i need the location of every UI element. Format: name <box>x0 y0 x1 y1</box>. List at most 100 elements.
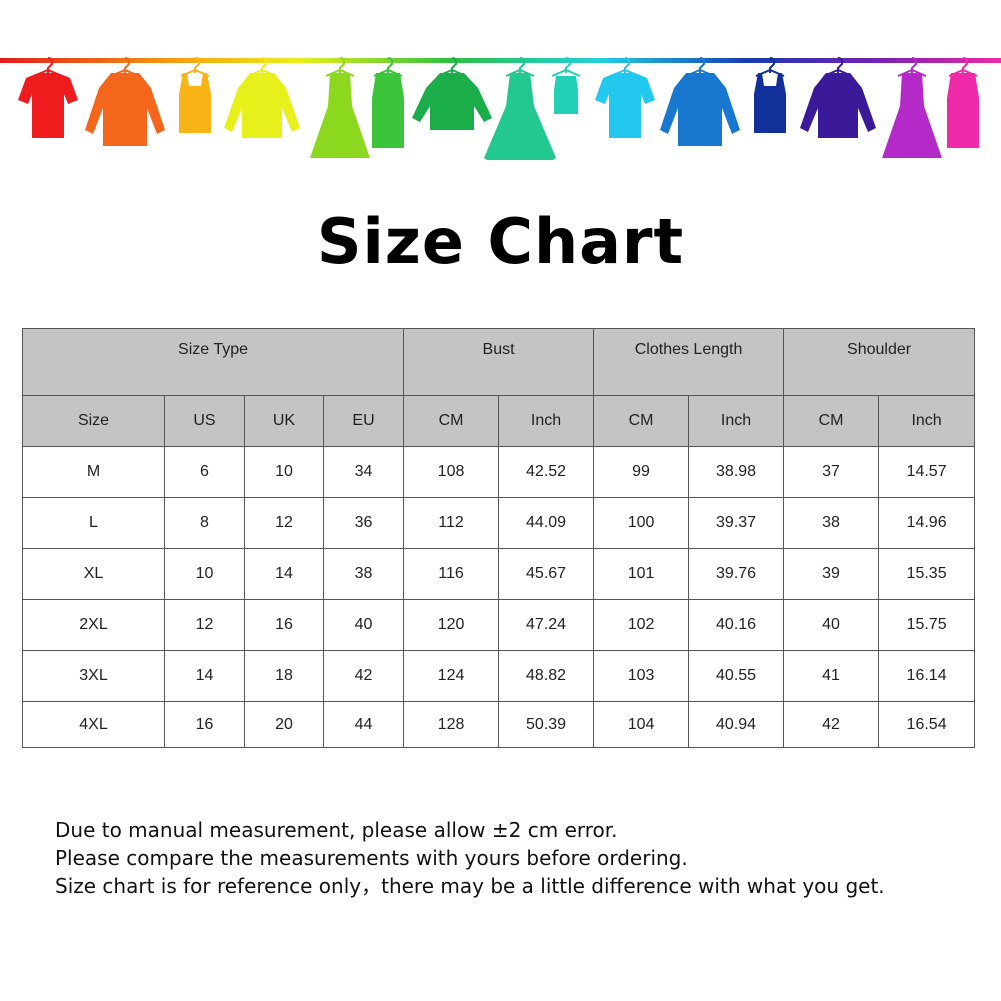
note-line: Due to manual measurement, please allow … <box>55 818 618 842</box>
table-cell: 44 <box>322 701 405 748</box>
header-shoulder: Shoulder <box>783 328 976 396</box>
table-cell: 47.24 <box>498 599 595 651</box>
cardigan-icon <box>800 57 876 138</box>
table-cell: 12 <box>244 497 324 549</box>
table-cell: 116 <box>403 548 500 600</box>
table-cell: 102 <box>593 599 690 651</box>
table-cell: 8 <box>164 497 245 549</box>
header-clothes-length: Clothes Length <box>593 328 785 396</box>
tshirt-icon <box>18 57 78 138</box>
sub-header-cell: UK <box>244 395 324 447</box>
page-title: Size Chart <box>316 205 685 278</box>
sub-header-cell: Size <box>22 395 165 447</box>
table-cell: 16 <box>244 599 324 651</box>
tshirt-icon <box>595 57 655 138</box>
table-cell: 38 <box>783 497 880 549</box>
table-cell: 42 <box>783 701 880 748</box>
table-row: M 6 10 34 108 42.52 99 38.98 37 14.57 <box>22 446 976 498</box>
table-cell: 39.37 <box>688 497 785 549</box>
table-cell: 40.94 <box>688 701 785 748</box>
sub-header-cell: Inch <box>498 395 595 447</box>
sweater-icon <box>412 57 492 130</box>
table-cell: 40.16 <box>688 599 785 651</box>
header-size-type: Size Type <box>21 328 405 396</box>
table-cell: 14 <box>164 650 245 702</box>
table-cell: 103 <box>593 650 690 702</box>
flared-dress-icon <box>484 57 556 160</box>
clothesline-rod <box>0 58 1001 63</box>
table-cell: 40.55 <box>688 650 785 702</box>
sub-header-cell: CM <box>783 395 880 447</box>
notes: Due to manual measurement, please allow … <box>55 816 885 900</box>
sub-header-cell: CM <box>593 395 690 447</box>
table-cell: L <box>22 497 165 549</box>
table-row: 4XL 16 20 44 128 50.39 104 40.94 42 16.54 <box>22 701 976 748</box>
sub-header-cell: Inch <box>688 395 785 447</box>
table-cell: 3XL <box>22 650 165 702</box>
table-cell: 15.75 <box>878 599 976 651</box>
table-row: 3XL 14 18 42 124 48.82 103 40.55 41 16.14 <box>22 650 976 702</box>
group-header-row: Size Type Bust Clothes Length Shoulder <box>21 328 976 396</box>
table-cell: 42.52 <box>498 446 595 498</box>
table-cell: 100 <box>593 497 690 549</box>
dress-icon <box>882 57 942 158</box>
belted-dress-icon <box>372 57 404 148</box>
table-cell: 38 <box>322 548 405 600</box>
table-cell: 4XL <box>22 701 165 748</box>
table-cell: 39 <box>783 548 880 600</box>
table-cell: 10 <box>164 548 245 600</box>
table-cell: 108 <box>403 446 500 498</box>
table-cell: 45.67 <box>498 548 595 600</box>
belted-dress-icon <box>947 57 979 148</box>
table-cell: 41 <box>783 650 880 702</box>
sub-header-row: Size US UK EU CM Inch CM Inch CM Inch <box>22 395 976 447</box>
table-cell: 12 <box>164 599 245 651</box>
table-cell: 16.54 <box>878 701 976 748</box>
table-cell: 6 <box>164 446 245 498</box>
table-cell: 120 <box>403 599 500 651</box>
cardigan-icon <box>224 57 300 138</box>
camisole-icon <box>551 57 581 114</box>
table-cell: 34 <box>322 446 405 498</box>
table-cell: 10 <box>244 446 324 498</box>
note-line: Please compare the measurements with you… <box>55 846 688 870</box>
tank-top-icon <box>754 57 786 133</box>
clothesline-banner <box>0 57 1001 160</box>
table-cell: 124 <box>403 650 500 702</box>
table-cell: 44.09 <box>498 497 595 549</box>
table-cell: 99 <box>593 446 690 498</box>
size-chart-table: Size Type Bust Clothes Length Shoulder S… <box>21 328 976 748</box>
table-cell: 37 <box>783 446 880 498</box>
table-cell: 101 <box>593 548 690 600</box>
table-cell: 112 <box>403 497 500 549</box>
table-cell: 18 <box>244 650 324 702</box>
sub-header-cell: US <box>164 395 245 447</box>
table-cell: M <box>22 446 165 498</box>
table-cell: 38.98 <box>688 446 785 498</box>
table-cell: 14.57 <box>878 446 976 498</box>
table-cell: 39.76 <box>688 548 785 600</box>
table-cell: 16.14 <box>878 650 976 702</box>
table-cell: 104 <box>593 701 690 748</box>
table-row: 2XL 12 16 40 120 47.24 102 40.16 40 15.75 <box>22 599 976 651</box>
sub-header-cell: CM <box>403 395 500 447</box>
table-cell: 2XL <box>22 599 165 651</box>
note-line: Size chart is for reference only，there m… <box>55 874 885 898</box>
jacket-icon <box>660 57 740 146</box>
table-cell: 36 <box>322 497 405 549</box>
table-cell: 48.82 <box>498 650 595 702</box>
table-cell: 40 <box>322 599 405 651</box>
table-cell: XL <box>22 548 165 600</box>
table-cell: 42 <box>322 650 405 702</box>
header-bust: Bust <box>403 328 595 396</box>
table-cell: 20 <box>244 701 324 748</box>
dress-icon <box>310 57 370 158</box>
table-row: L 8 12 36 112 44.09 100 39.37 38 14.96 <box>22 497 976 549</box>
table-cell: 14 <box>244 548 324 600</box>
table-cell: 16 <box>164 701 245 748</box>
sub-header-cell: EU <box>322 395 405 447</box>
table-cell: 50.39 <box>498 701 595 748</box>
table-row: XL 10 14 38 116 45.67 101 39.76 39 15.35 <box>22 548 976 600</box>
jacket-icon <box>85 57 165 146</box>
table-cell: 40 <box>783 599 880 651</box>
